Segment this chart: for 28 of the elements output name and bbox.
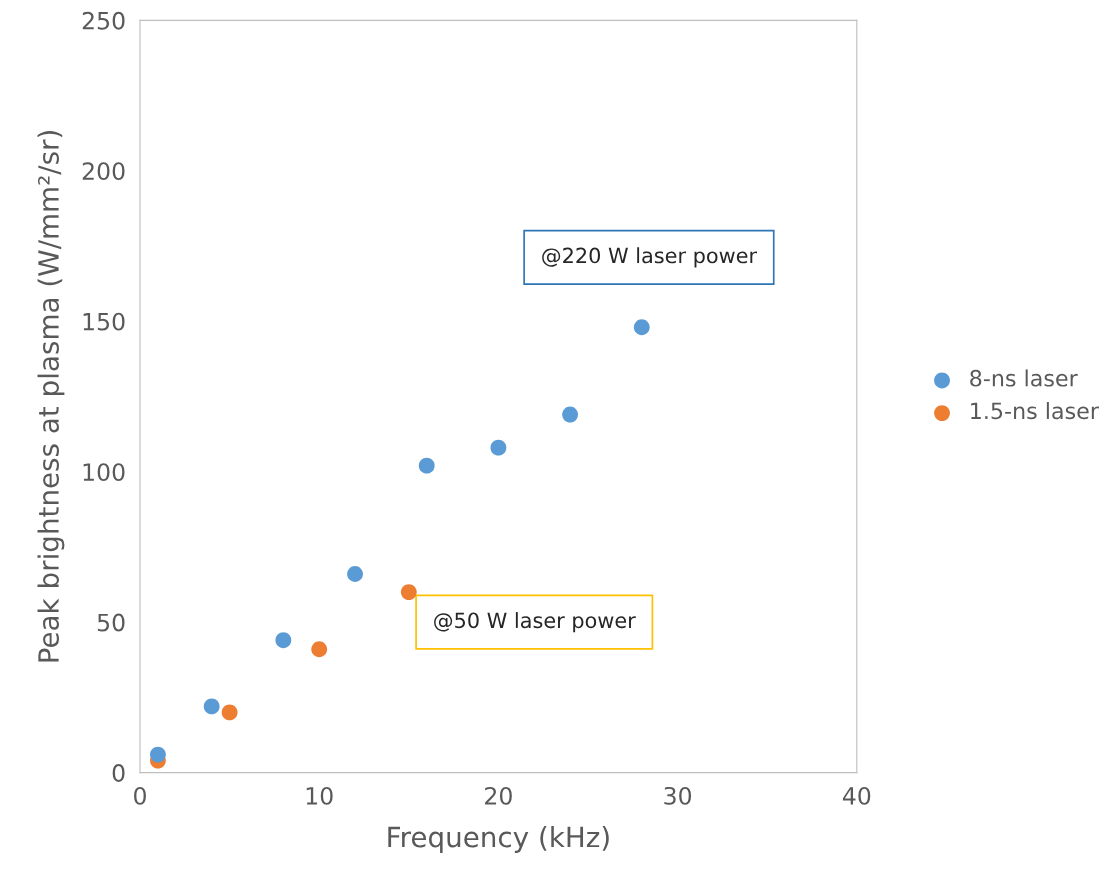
point (203, 698, 220, 715)
annotation: @50 W laser power (434, 612, 636, 633)
point (633, 319, 650, 336)
point (562, 406, 578, 423)
point (400, 584, 417, 600)
x-tick-label: 30 (664, 786, 692, 805)
point (150, 746, 166, 763)
legend-label: 1.5-ns laser (971, 402, 1099, 420)
y-tick-label: 200 (82, 162, 125, 181)
x-tick-label: 0 (134, 786, 146, 805)
y-tick-label: 250 (82, 11, 125, 30)
point (347, 566, 363, 582)
annotation: @220 W laser power (542, 247, 758, 268)
x-axis-title: Frequency (kHz) (388, 826, 609, 853)
point (311, 641, 328, 658)
point (221, 704, 238, 721)
y-tick-label: 150 (83, 312, 125, 331)
y-tick-label: 100 (83, 463, 125, 482)
y-tick-label: 0 (112, 764, 125, 782)
y-axis-title: Peak brightness at plasma (W/mm²/sr) (37, 131, 65, 662)
point (490, 439, 507, 456)
x-tick-label: 10 (306, 786, 333, 805)
x-tick-label: 20 (485, 786, 512, 805)
legend-label: 8-ns laser (970, 369, 1078, 387)
x-tick-label: 40 (842, 786, 871, 805)
y-tick-label: 50 (97, 613, 125, 632)
point (418, 457, 435, 474)
point (275, 632, 292, 649)
